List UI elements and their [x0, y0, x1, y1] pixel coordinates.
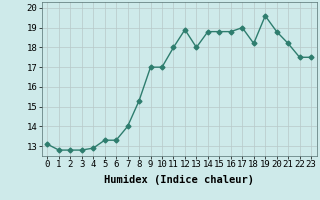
X-axis label: Humidex (Indice chaleur): Humidex (Indice chaleur) [104, 175, 254, 185]
